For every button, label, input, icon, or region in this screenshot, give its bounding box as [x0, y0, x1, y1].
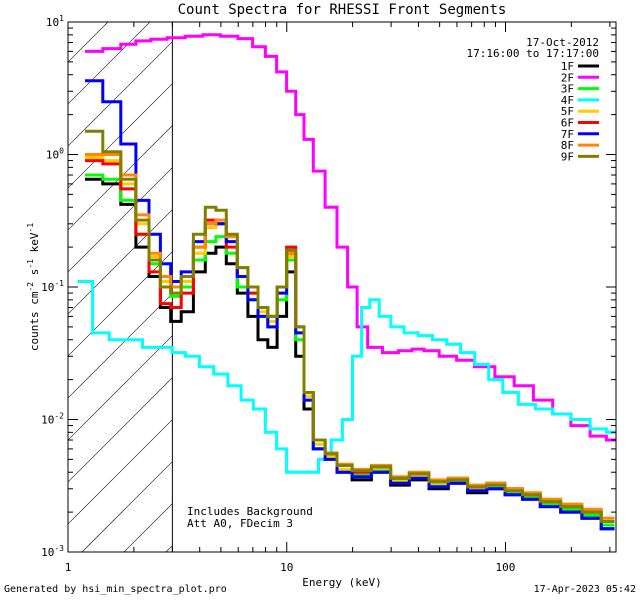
legend-label-6f: 6F: [561, 117, 574, 130]
generated-by-label: Generated by hsi_min_spectra_plot.pro: [4, 584, 227, 595]
hatch-line: [0, 0, 92, 552]
hatch-line: [208, 0, 640, 552]
y-tick-label: 100: [46, 147, 64, 162]
hatch-line: [68, 419, 173, 525]
axis-ticks: [67, 22, 616, 553]
legend-label-3f: 3F: [561, 83, 574, 96]
legend-label-1f: 1F: [561, 60, 574, 73]
chart-title: Count Spectra for RHESSI Front Segments: [178, 2, 507, 18]
hatch-line: [250, 0, 640, 552]
hatch-line: [376, 0, 640, 552]
y-tick-label: 10-2: [41, 412, 64, 427]
hatch-line: [68, 167, 173, 273]
hatch-line: [460, 0, 640, 552]
series-1f: [85, 177, 615, 531]
legend-label-4f: 4F: [561, 94, 574, 107]
y-tick-labels: 101 100 10-1 10-2 10-3: [41, 14, 64, 559]
hatch-line: [68, 209, 173, 315]
hatch-line: [628, 0, 640, 552]
y-tick-label: 101: [46, 14, 64, 29]
legend-label-7f: 7F: [561, 128, 574, 141]
y-axis-label: counts cm-2 s-1 keV-1: [26, 223, 41, 351]
annotation-attenuator: Att A0, FDecim 3: [187, 517, 293, 530]
hatch-line: [68, 293, 173, 399]
legend-label-8f: 8F: [561, 139, 574, 152]
hatch-line: [418, 0, 640, 552]
series-6f: [85, 159, 615, 523]
y-axis-label-text: counts cm-2 s-1 keV-1: [26, 223, 41, 351]
hatch-line: [544, 0, 640, 552]
legend-label-2f: 2F: [561, 71, 574, 84]
series-layer: [77, 33, 616, 531]
series-2f: [85, 33, 616, 442]
x-tick-label: 10: [280, 561, 293, 574]
hatch-line: [68, 377, 173, 483]
series-8f: [85, 153, 615, 520]
hatch-line: [0, 0, 8, 552]
hatch-line: [586, 0, 640, 552]
legend-label-9f: 9F: [561, 150, 574, 163]
series-4f: [77, 280, 616, 474]
annotation-background: Includes Background: [187, 505, 313, 518]
x-tick-labels: 1 10 100: [65, 561, 516, 574]
time-range-label: 17:16:00 to 17:17:00: [467, 47, 599, 60]
legend-label-5f: 5F: [561, 105, 574, 118]
x-tick-label: 1: [65, 561, 72, 574]
series-3f: [85, 173, 615, 527]
footer-timestamp: 17-Apr-2023 05:42: [533, 584, 636, 595]
y-tick-label: 10-1: [41, 279, 64, 294]
x-tick-label: 100: [496, 561, 516, 574]
date-label: 17-Oct-2012: [526, 36, 599, 49]
hatch-line: [68, 251, 173, 357]
series-9f: [85, 129, 615, 523]
hatch-line: [0, 0, 50, 552]
y-tick-label: 10-3: [41, 544, 64, 559]
x-axis-label: Energy (keV): [302, 576, 381, 589]
hatch-line: [0, 0, 134, 552]
